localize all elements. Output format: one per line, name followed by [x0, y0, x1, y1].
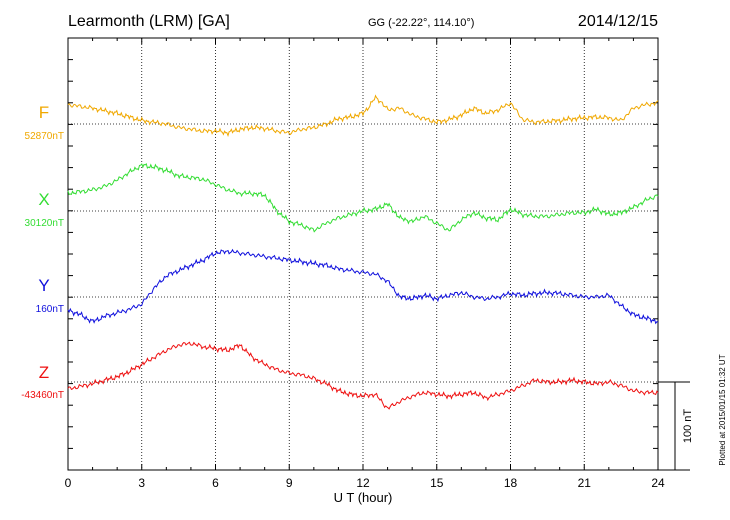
x-tick-label: 0 — [65, 476, 72, 490]
series-name-y: Y — [38, 276, 49, 295]
coords-label: GG (-22.22°, 114.10°) — [368, 17, 474, 29]
x-axis-label: U T (hour) — [334, 490, 393, 505]
series-baseline-y: 160nT — [36, 304, 64, 315]
grid-layer — [68, 38, 658, 470]
series-line-f — [67, 94, 659, 137]
x-tick-label: 3 — [138, 476, 145, 490]
date-label: 2014/12/15 — [578, 13, 658, 30]
plotted-note: Plotted at 2015/01/15 01:32 UT — [718, 354, 727, 465]
x-tick-label: 12 — [356, 476, 370, 490]
station-title: Learmonth (LRM) [GA] — [68, 13, 230, 30]
series-baseline-f: 52870nT — [25, 131, 64, 142]
series-line-z — [67, 341, 659, 410]
series-layer — [67, 94, 659, 410]
series-baseline-x: 30120nT — [25, 218, 64, 229]
scale-bar: 100 nT — [658, 381, 694, 471]
series-line-x — [67, 162, 659, 233]
scale-bar-label: 100 nT — [682, 409, 694, 444]
series-baseline-z: -43460nT — [21, 390, 64, 401]
series-name-f: F — [39, 103, 49, 122]
x-tick-label: 18 — [504, 476, 518, 490]
x-tick-label: 9 — [286, 476, 293, 490]
series-name-x: X — [38, 190, 49, 209]
x-tick-labels: 0 3 6 9 12 15 18 21 24 — [65, 476, 665, 490]
x-tick-label: 24 — [651, 476, 665, 490]
x-tick-label: 6 — [212, 476, 219, 490]
x-tick-label: 21 — [578, 476, 592, 490]
series-line-y — [67, 248, 659, 325]
series-name-z: Z — [39, 363, 49, 382]
tick-marks — [67, 37, 659, 470]
x-tick-label: 15 — [430, 476, 444, 490]
series-labels: F 52870nT X 30120nT Y 160nT Z -43460nT — [21, 103, 64, 401]
